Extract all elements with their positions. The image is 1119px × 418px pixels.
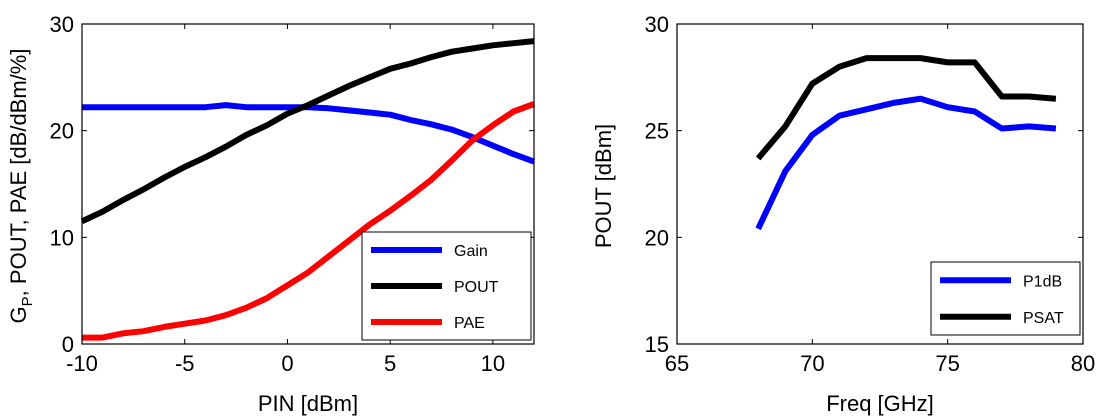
x-tick-label: 0: [281, 351, 293, 376]
legend-label-p1db: P1dB: [1023, 273, 1062, 290]
y-axis-label: POUT [dBm]: [591, 124, 616, 248]
ticks-layer: -10 -5 0 5 10 0 10 20 30: [50, 12, 534, 376]
x-tick-label: 75: [935, 351, 959, 376]
y-tick-label: 20: [645, 225, 669, 250]
legend: P1dB PSAT: [930, 261, 1081, 336]
series-line-pae: [82, 101, 536, 341]
x-tick-label: 80: [1071, 351, 1095, 376]
x-tick-label: -10: [66, 351, 98, 376]
y-tick-label: 0: [62, 332, 74, 357]
y-tick-label: 30: [645, 12, 669, 37]
series-layer: [755, 55, 1057, 231]
y-axis-label-main: G: [6, 306, 31, 323]
series-line-pout: [80, 38, 535, 225]
axes-box: [676, 23, 1084, 345]
series-line-psat: [755, 55, 1057, 161]
y-tick-label: 20: [50, 119, 74, 144]
x-tick-label: 70: [800, 351, 824, 376]
y-axis-label-subscript: P: [19, 296, 36, 306]
legend-label-gain: Gain: [454, 243, 488, 260]
y-axis-label-rest: , POUT, PAE [dB/dBm/%]: [6, 49, 31, 297]
y-axis-label: GP, POUT, PAE [dB/dBm/%]: [6, 49, 36, 324]
axes-box: [81, 23, 535, 345]
x-tick-label: 65: [665, 351, 689, 376]
x-axis-label: PIN [dBm]: [258, 391, 358, 416]
y-tick-label: 10: [50, 225, 74, 250]
y-tick-label: 25: [645, 119, 669, 144]
series-line-p1db: [755, 95, 1057, 231]
right-chart: 65 70 75 80 15 20 25 30 Freq [GHz] POUT [dBm] P…: [591, 12, 1095, 416]
legend-label-psat: PSAT: [1023, 310, 1064, 327]
y-tick-label: 15: [645, 332, 669, 357]
y-tick-label: 30: [50, 12, 74, 37]
legend-label-pae: PAE: [454, 315, 485, 332]
left-chart: -10 -5 0 5 10 0 10 20 30 PIN [dBm] GP, POUT, PAE…: [6, 12, 536, 416]
series-layer: [80, 38, 536, 341]
legend: Gain POUT PAE: [361, 231, 532, 341]
x-axis-label: Freq [GHz]: [826, 391, 934, 416]
ticks-layer: 65 70 75 80 15 20 25 30: [645, 12, 1096, 376]
x-tick-label: -5: [175, 351, 195, 376]
x-tick-label: 5: [384, 351, 396, 376]
legend-box: [930, 261, 1081, 336]
x-tick-label: 10: [481, 351, 505, 376]
legend-label-pout: POUT: [454, 279, 499, 296]
